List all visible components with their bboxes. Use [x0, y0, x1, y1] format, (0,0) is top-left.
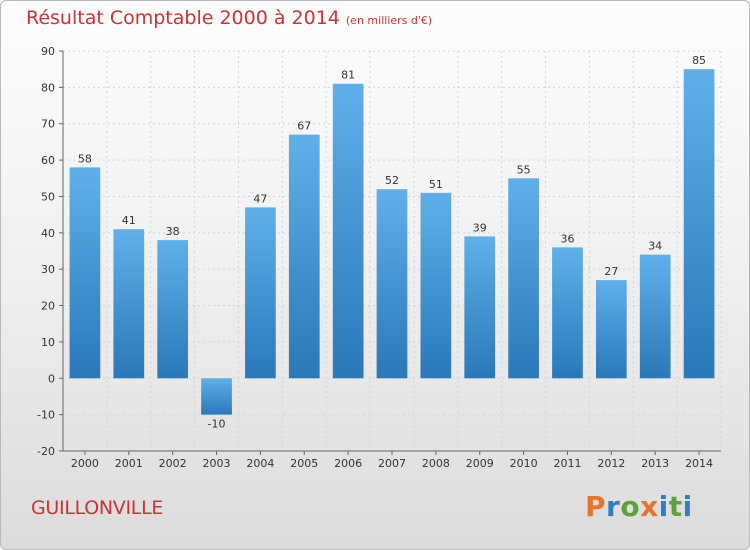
- x-tick-label-2014: 2014: [685, 457, 713, 470]
- x-tick-label-2008: 2008: [422, 457, 450, 470]
- bar-2009: [464, 236, 496, 379]
- value-label-2011: 36: [560, 232, 574, 245]
- logo-letter: r: [606, 490, 621, 523]
- y-tick-label: 80: [41, 81, 55, 94]
- x-tick-label-2013: 2013: [641, 457, 669, 470]
- x-tick-label-2005: 2005: [290, 457, 318, 470]
- logo-letter: t: [668, 490, 683, 523]
- x-tick-label-2012: 2012: [597, 457, 625, 470]
- bar-2004: [245, 207, 276, 379]
- bar-2006: [332, 83, 364, 379]
- value-label-2008: 51: [429, 178, 443, 191]
- chart-title: Résultat Comptable 2000 à 2014 (en millie…: [26, 7, 432, 29]
- y-tick-label: 90: [41, 45, 55, 58]
- value-label-2014: 85: [692, 54, 706, 67]
- bars: [69, 69, 715, 415]
- x-tick-label-2001: 2001: [115, 457, 143, 470]
- value-labels: 58 41 38 -10 47 67 81 52 51 39 55 36 27 34 85: [78, 54, 706, 430]
- y-tick-label: 0: [48, 372, 55, 385]
- bar-2000: [69, 167, 101, 379]
- y-tick-label: 10: [41, 336, 55, 349]
- bar-2007: [376, 189, 408, 379]
- value-label-2001: 41: [122, 214, 136, 227]
- x-tick-label-2010: 2010: [510, 457, 538, 470]
- grid: [62, 50, 722, 452]
- bar-2002: [157, 240, 189, 379]
- y-tick-label: -20: [37, 445, 55, 458]
- logo-letter: o: [620, 490, 641, 523]
- y-tick-label: 20: [41, 300, 55, 313]
- x-tick-label-2003: 2003: [203, 457, 231, 470]
- y-tick-label: 40: [41, 227, 55, 240]
- value-label-2000: 58: [78, 152, 92, 165]
- unit-label: (en milliers d'€): [345, 14, 433, 27]
- value-label-2010: 55: [517, 163, 531, 176]
- value-label-2002: 38: [166, 225, 180, 238]
- x-tick-label-2006: 2006: [334, 457, 362, 470]
- bar-2005: [288, 134, 320, 379]
- x-tick-label-2000: 2000: [71, 457, 99, 470]
- axes: -20 -10 0 10 20 30 40 50 60 70 80 90 2000 2001 2002 200…: [37, 45, 721, 470]
- logo-letter: P: [585, 490, 607, 523]
- y-tick-label: 30: [41, 263, 55, 276]
- y-tick-label: 70: [41, 118, 55, 131]
- value-label-2005: 67: [297, 120, 311, 133]
- bar-2001: [113, 229, 145, 379]
- bar-2003: [201, 378, 232, 415]
- value-label-2009: 39: [473, 221, 487, 234]
- x-tick-label-2009: 2009: [466, 457, 494, 470]
- proxiti-logo: Proxiti: [585, 490, 693, 523]
- value-label-2004: 47: [253, 192, 267, 205]
- value-label-2006: 81: [341, 69, 355, 82]
- bar-2011: [552, 247, 583, 379]
- logo-letter: i: [658, 490, 669, 523]
- title-text: Résultat Comptable 2000 à 2014: [26, 7, 340, 29]
- logo-letter: x: [640, 490, 659, 523]
- x-tick-label-2011: 2011: [553, 457, 581, 470]
- bar-2013: [639, 254, 671, 379]
- x-tick-label-2002: 2002: [159, 457, 187, 470]
- y-tick-label: 50: [41, 190, 55, 203]
- y-tick-label: 60: [41, 154, 55, 167]
- value-label-2013: 34: [648, 240, 662, 253]
- value-label-2012: 27: [604, 265, 618, 278]
- value-label-2003: -10: [208, 418, 226, 431]
- value-label-2007: 52: [385, 174, 399, 187]
- logo-letter: i: [682, 490, 693, 523]
- commune-name: GUILLONVILLE: [31, 497, 164, 519]
- y-tick-label: -10: [37, 409, 55, 422]
- bar-2014: [683, 69, 715, 379]
- x-tick-label-2007: 2007: [378, 457, 406, 470]
- bar-2012: [595, 280, 627, 379]
- bar-2010: [508, 178, 539, 379]
- bar-2008: [420, 192, 452, 379]
- x-tick-label-2004: 2004: [246, 457, 274, 470]
